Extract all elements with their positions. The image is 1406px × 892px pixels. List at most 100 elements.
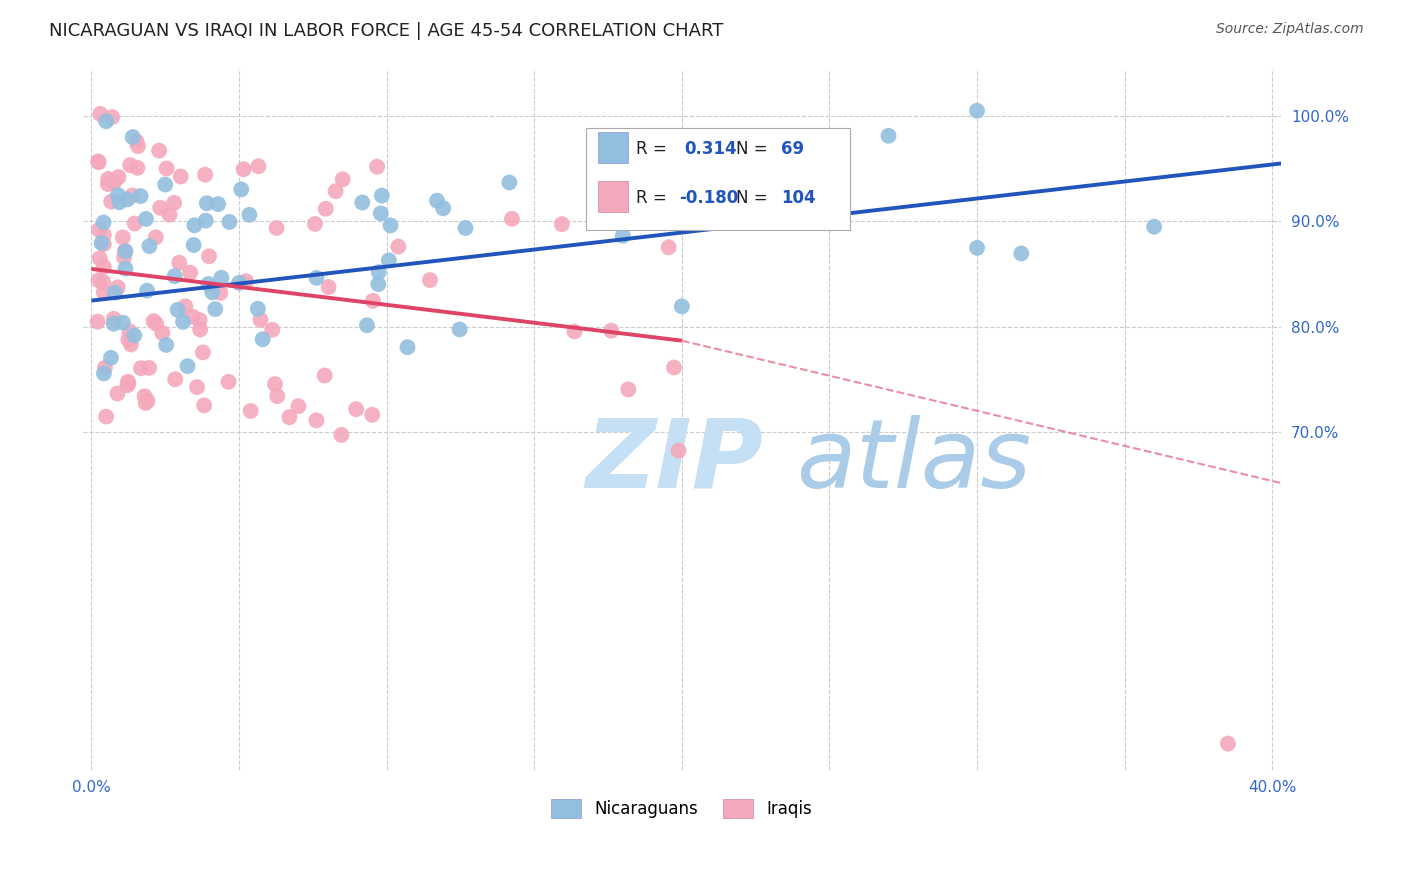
Point	[380, 219, 402, 233]
Point	[305, 413, 328, 427]
Point	[169, 255, 191, 269]
Point	[209, 270, 232, 285]
Point	[166, 302, 188, 317]
Point	[93, 367, 115, 381]
Point	[325, 184, 347, 198]
Point	[112, 250, 135, 264]
Point	[179, 266, 201, 280]
Point	[247, 159, 270, 173]
Point	[114, 244, 136, 258]
Point	[93, 285, 115, 299]
Point	[120, 337, 142, 351]
Point	[204, 302, 226, 317]
Point	[172, 315, 194, 329]
FancyBboxPatch shape	[598, 181, 628, 212]
Point	[87, 223, 110, 237]
Point	[165, 372, 187, 386]
Point	[87, 273, 110, 287]
Text: -0.180: -0.180	[679, 189, 738, 207]
Point	[366, 160, 388, 174]
Point	[117, 375, 139, 389]
Point	[278, 410, 301, 425]
Point	[232, 162, 254, 177]
Point	[97, 177, 120, 191]
Point	[125, 134, 148, 148]
Point	[93, 237, 115, 252]
Point	[135, 396, 157, 410]
Point	[174, 299, 197, 313]
Point	[103, 175, 125, 189]
Point	[138, 360, 160, 375]
Text: 0.314: 0.314	[685, 140, 737, 158]
Point	[262, 323, 284, 337]
Point	[93, 227, 115, 242]
Point	[432, 201, 454, 215]
Point	[305, 270, 328, 285]
Point	[188, 322, 211, 336]
Point	[361, 408, 384, 422]
Point	[1010, 246, 1032, 260]
Point	[87, 154, 110, 169]
Point	[89, 252, 111, 266]
Point	[86, 315, 108, 329]
Point	[498, 176, 520, 190]
Point	[231, 182, 253, 196]
Point	[304, 217, 326, 231]
Point	[127, 161, 149, 175]
Point	[183, 219, 205, 233]
Point	[877, 128, 900, 143]
Point	[238, 208, 260, 222]
Point	[163, 269, 186, 284]
Point	[96, 114, 118, 128]
Point	[93, 215, 115, 229]
Point	[145, 230, 167, 244]
Point	[197, 277, 219, 291]
Point	[108, 195, 131, 210]
Point	[371, 188, 394, 202]
Point	[194, 213, 217, 227]
Point	[155, 178, 177, 192]
Legend: Nicaraguans, Iraqis: Nicaraguans, Iraqis	[544, 792, 820, 825]
Point	[148, 144, 170, 158]
Point	[121, 188, 143, 202]
Text: R =: R =	[637, 189, 666, 207]
Point	[134, 389, 156, 403]
Text: N =: N =	[735, 140, 768, 158]
FancyBboxPatch shape	[586, 128, 849, 230]
Point	[318, 280, 340, 294]
Point	[114, 261, 136, 276]
Point	[136, 394, 159, 409]
Point	[419, 273, 441, 287]
Point	[966, 103, 988, 118]
Point	[149, 201, 172, 215]
Point	[378, 253, 401, 268]
Point	[121, 130, 143, 145]
Point	[120, 158, 142, 172]
Point	[142, 314, 165, 328]
Point	[104, 285, 127, 300]
Point	[89, 107, 111, 121]
Point	[100, 194, 122, 209]
Point	[103, 317, 125, 331]
Point	[235, 274, 257, 288]
Point	[90, 235, 112, 250]
Point	[107, 280, 129, 294]
Point	[193, 398, 215, 412]
Point	[252, 332, 274, 346]
Point	[671, 299, 693, 313]
Point	[564, 325, 586, 339]
Point	[264, 377, 287, 392]
Point	[194, 168, 217, 182]
Point	[356, 318, 378, 333]
Point	[155, 338, 177, 352]
Point	[966, 241, 988, 255]
Point	[100, 351, 122, 365]
Point	[367, 277, 389, 292]
Point	[370, 206, 392, 220]
Text: N =: N =	[735, 189, 768, 207]
Point	[198, 249, 221, 263]
Point	[129, 361, 152, 376]
Point	[551, 217, 574, 231]
Point	[217, 375, 239, 389]
Point	[117, 333, 139, 347]
